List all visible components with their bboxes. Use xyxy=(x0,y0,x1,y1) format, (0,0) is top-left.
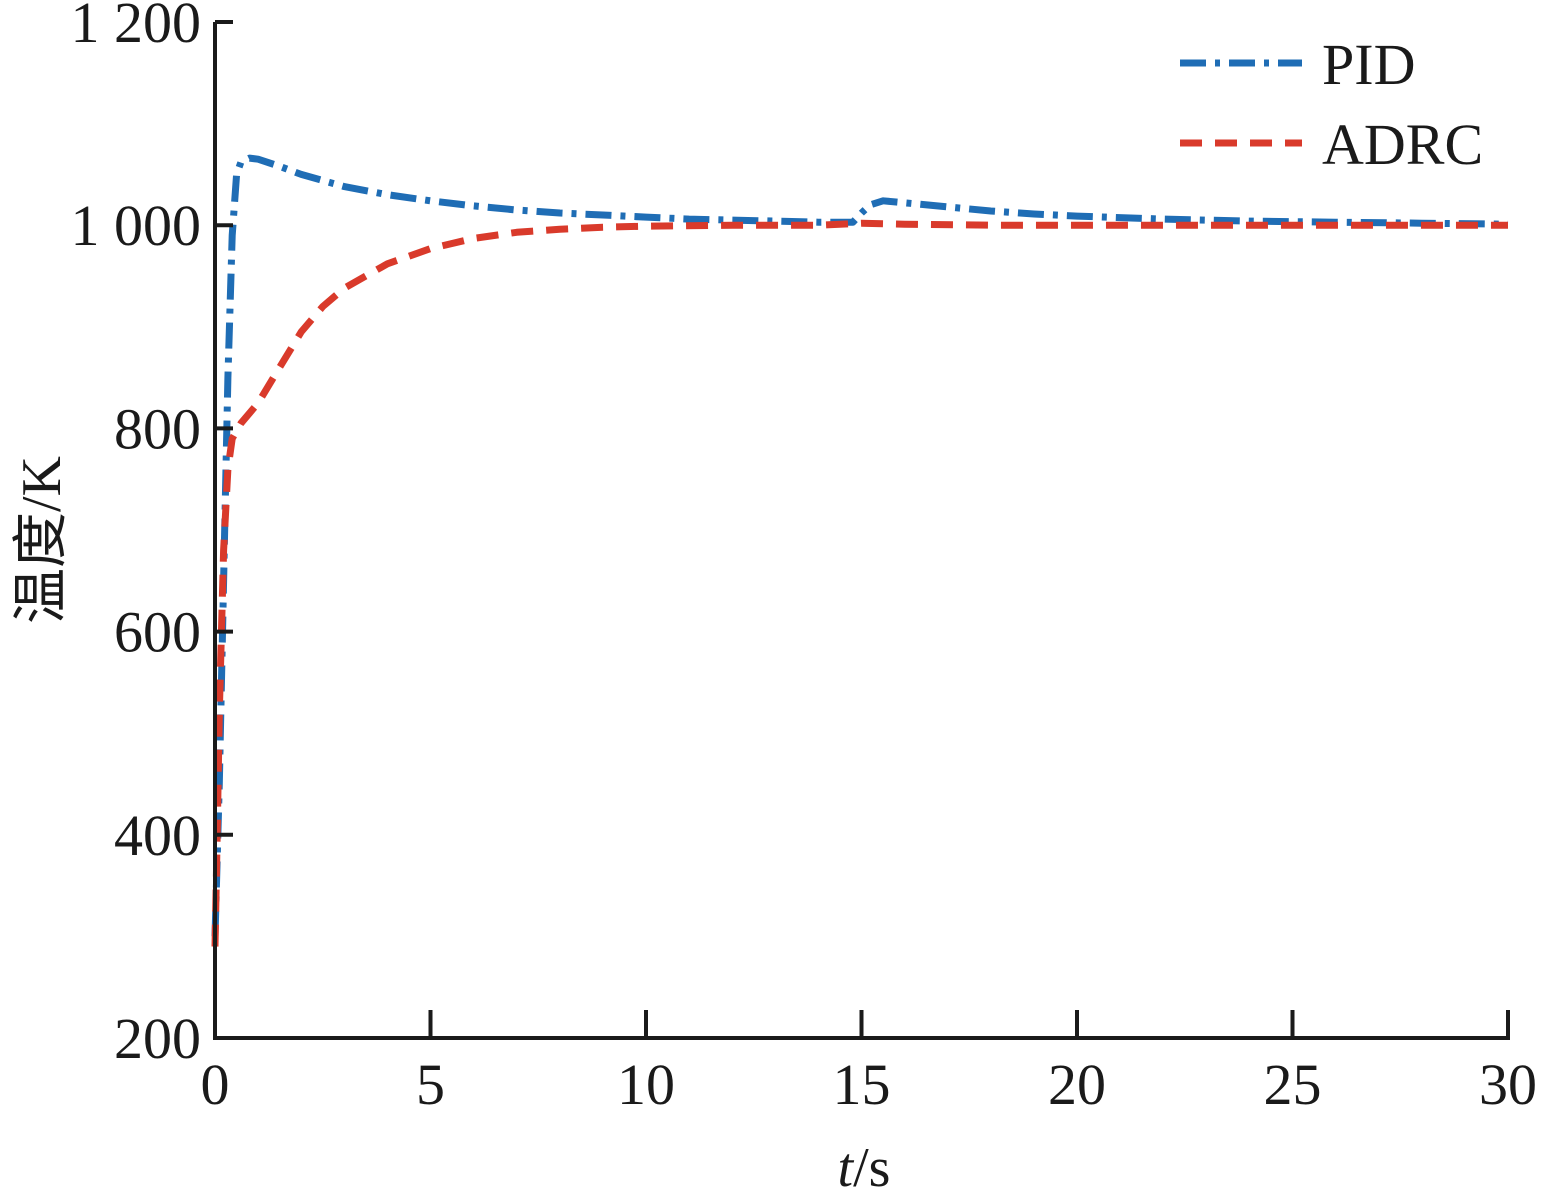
x-tick-label: 25 xyxy=(1264,1052,1322,1117)
legend-pid-label: PID xyxy=(1322,32,1415,97)
y-ticks: 200 400 600 800 1 000 1 200 xyxy=(71,0,233,1071)
y-axis-title: 温度/K xyxy=(11,456,73,624)
plot-lines xyxy=(211,154,1509,947)
x-tick-label: 5 xyxy=(416,1052,445,1117)
x-tick-label: 20 xyxy=(1048,1052,1106,1117)
legend-adrc-label: ADRC xyxy=(1322,112,1483,177)
x-tick-label: 15 xyxy=(833,1052,891,1117)
y-tick-label: 600 xyxy=(114,600,201,665)
legend: PID ADRC xyxy=(1180,32,1483,177)
x-axis-title-text: t/s xyxy=(838,1137,891,1192)
x-axis-title-variable: t xyxy=(838,1137,855,1192)
series-line-adrc xyxy=(211,219,1508,947)
x-tick-label: 0 xyxy=(201,1052,230,1117)
x-axis-title-unit: /s xyxy=(853,1137,890,1192)
y-tick-label: 1 000 xyxy=(71,193,202,258)
x-ticks: 0 5 10 15 20 25 30 xyxy=(201,1010,1537,1117)
series-line-pid xyxy=(211,154,1509,937)
y-tick-label: 1 200 xyxy=(71,0,202,55)
y-tick-label: 400 xyxy=(114,803,201,868)
x-tick-label: 10 xyxy=(617,1052,675,1117)
x-tick-label: 30 xyxy=(1479,1052,1537,1117)
axes xyxy=(213,22,1510,1040)
x-axis-title: t/s xyxy=(838,1137,891,1192)
y-tick-label: 200 xyxy=(114,1006,201,1071)
y-tick-label: 800 xyxy=(114,396,201,461)
